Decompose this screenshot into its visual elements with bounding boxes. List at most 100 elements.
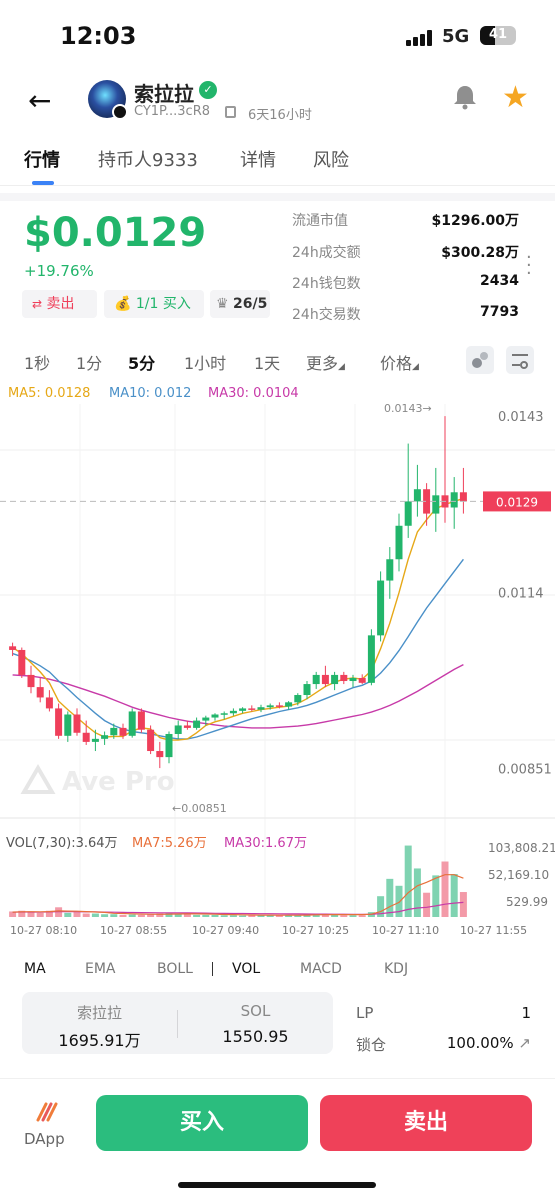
volume-bar <box>211 914 219 917</box>
dapp-icon[interactable] <box>34 1100 60 1122</box>
tab-details[interactable]: 详情 <box>240 150 276 171</box>
indicator-kdj[interactable]: KDJ <box>384 961 409 977</box>
indicator-tool-icon[interactable] <box>466 346 494 374</box>
timeframe-1s[interactable]: 1秒 <box>24 354 51 373</box>
ma30-legend: MA30: 0.0104 <box>208 386 299 401</box>
watermark-text: Ave Pro <box>62 767 175 797</box>
timeframe-more[interactable]: 更多◢ <box>306 350 345 374</box>
volume-bar <box>239 915 247 917</box>
indicator-macd[interactable]: MACD <box>300 961 342 977</box>
sell-button[interactable]: 卖出 <box>320 1095 532 1151</box>
volume-bar <box>220 915 228 917</box>
external-link-icon: ↗ <box>518 1034 531 1052</box>
volume-axis-tick: 529.99 <box>506 895 548 909</box>
ma10-legend: MA10: 0.012 <box>109 386 192 401</box>
timeframe-more-label: 更多 <box>306 354 339 373</box>
candle-body <box>82 732 90 742</box>
candle-body <box>340 674 348 682</box>
candle-body <box>303 684 311 696</box>
candle-body <box>275 705 283 707</box>
candle-body <box>220 713 228 715</box>
price-axis-tick: 0.0114 <box>498 587 544 602</box>
indicator-boll[interactable]: BOLL <box>157 961 193 977</box>
third-pill[interactable]: ♛ 26/5 <box>210 290 270 318</box>
indicator-ma[interactable]: MA <box>24 961 46 977</box>
volume-bar <box>18 910 26 917</box>
volume-bar <box>248 915 256 917</box>
timeframe-1d[interactable]: 1天 <box>254 354 281 373</box>
tab-bar: 行情 持币人9333 详情 风险 <box>0 146 555 186</box>
volume-bar <box>395 885 403 917</box>
timeframe-1m[interactable]: 1分 <box>76 354 103 373</box>
candle-body <box>239 708 247 711</box>
price-chart[interactable]: Ave Pro 0.0129 0.0143 0.0114 0.00851 0.0143→ ←… <box>0 396 555 956</box>
candle-body <box>386 559 394 581</box>
time-axis-label: 10-27 08:55 <box>100 924 167 937</box>
dapp-label[interactable]: DApp <box>24 1130 65 1148</box>
volume-bar <box>45 910 53 917</box>
candle-body <box>294 695 302 703</box>
candle-body <box>321 674 329 685</box>
token-address: CY1P...3cR8 <box>134 104 210 119</box>
volume-bar <box>202 914 210 917</box>
time-axis-label: 10-27 09:40 <box>192 924 259 937</box>
tab-risk[interactable]: 风险 <box>313 150 349 171</box>
price-change: +19.76% <box>24 262 94 280</box>
volume-bar <box>110 914 118 917</box>
sell-pill-icon: ⇄ <box>32 297 43 311</box>
tab-holders[interactable]: 持币人9333 <box>98 150 198 171</box>
ma5-legend: MA5: 0.0128 <box>8 386 91 401</box>
buy-button[interactable]: 买入 <box>96 1095 308 1151</box>
candle-body <box>358 677 366 683</box>
timeframe-1h[interactable]: 1小时 <box>184 354 227 373</box>
copy-icon[interactable] <box>225 106 236 118</box>
buy-count: 1/1 <box>135 296 159 312</box>
candle-body <box>331 674 339 685</box>
vol-ma7-line <box>12 874 464 916</box>
volume-bar <box>193 914 201 917</box>
watermark-logo <box>20 764 56 794</box>
vol-ma7-legend: MA7:5.26万 <box>132 836 207 851</box>
candle-body <box>257 707 265 710</box>
volume-bar <box>331 914 339 917</box>
star-icon[interactable]: ★ <box>502 80 529 115</box>
candle-body <box>285 702 293 707</box>
lp-value: 1 <box>521 1004 531 1022</box>
timeframe-5m[interactable]: 5分 <box>128 354 156 373</box>
candle-body <box>165 733 173 758</box>
section-divider <box>0 193 555 201</box>
volume-bar <box>156 913 164 917</box>
home-indicator <box>178 1182 376 1188</box>
price-toggle-label: 价格 <box>380 354 413 373</box>
high-marker: 0.0143→ <box>384 402 432 415</box>
pool-token-value: 1695.91万 <box>58 1031 141 1050</box>
price-axis-tick: 0.00851 <box>498 763 552 778</box>
buy-pill[interactable]: 💰 1/1 买入 <box>104 290 204 318</box>
price-toggle[interactable]: 价格◢ <box>380 350 419 374</box>
lock-value-row[interactable]: 100.00% ↗ <box>447 1034 531 1052</box>
volume-bar <box>9 911 17 917</box>
volume-bar <box>27 912 35 917</box>
chart-settings-icon[interactable] <box>506 346 534 374</box>
volume-axis-tick: 103,808.21 <box>488 841 555 855</box>
candle-body <box>404 501 412 526</box>
candle-body <box>266 705 274 708</box>
stat-label-trades: 24h交易数 <box>292 307 361 323</box>
more-vertical-icon[interactable]: · · · <box>526 247 532 284</box>
stat-value-wallets: 2434 <box>480 273 519 289</box>
indicator-ema[interactable]: EMA <box>85 961 116 977</box>
indicator-vol[interactable]: VOL <box>232 961 261 977</box>
network-label: 5G <box>442 26 470 47</box>
volume-bar <box>321 914 329 917</box>
back-arrow-icon[interactable]: ← <box>28 84 52 117</box>
dropdown-icon: ◢ <box>338 362 345 372</box>
candle-body <box>193 720 201 728</box>
volume-bar <box>285 915 293 917</box>
third-pill-value: 26/5 <box>233 296 268 312</box>
bell-icon[interactable] <box>452 84 478 110</box>
time-axis-label: 10-27 11:55 <box>460 924 527 937</box>
sell-pill[interactable]: ⇄ 卖出 <box>22 290 97 318</box>
tab-market[interactable]: 行情 <box>24 150 60 171</box>
price-axis-tick: 0.0143 <box>498 410 544 425</box>
crown-icon: ♛ <box>216 296 229 312</box>
